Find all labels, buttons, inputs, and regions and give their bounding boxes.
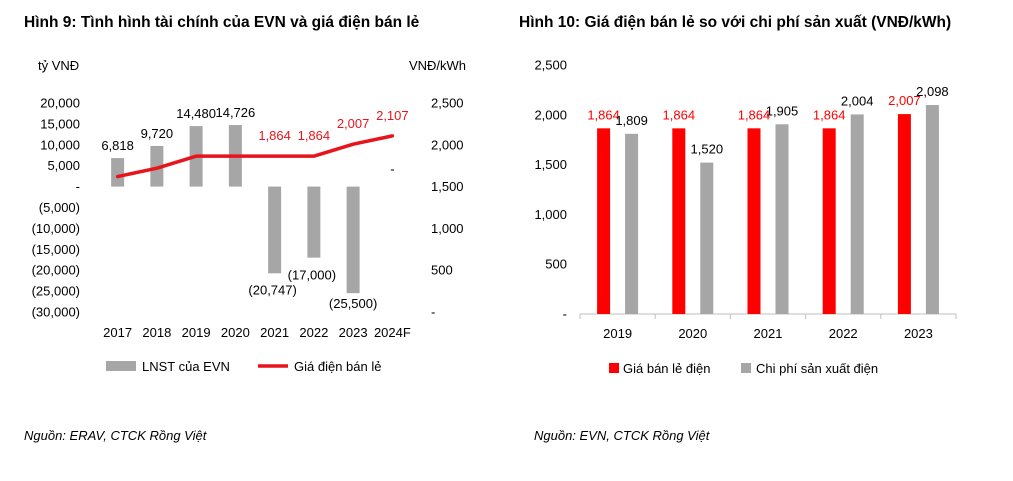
x-tick-label: 2017	[103, 325, 132, 340]
production-cost-bar	[700, 162, 714, 314]
y2-tick-label: 2,000	[431, 137, 464, 152]
y-tick-label: 500	[545, 257, 567, 272]
legend-retail-label: Giá bán lẻ điện	[623, 361, 710, 376]
figure-9-panel: Hình 9: Tình hình tài chính của EVN và g…	[0, 0, 500, 481]
production-cost-data-label: 1,520	[691, 142, 724, 157]
legend-retail-swatch	[609, 363, 619, 373]
y2-axis-unit-label: VNĐ/kWh	[409, 58, 466, 73]
lnst-bar	[111, 158, 125, 187]
y-tick-label: 1,500	[534, 157, 567, 172]
y-tick-label: 10,000	[40, 137, 80, 152]
y2-tick-label: 1,500	[431, 179, 464, 194]
lnst-data-label: 6,818	[101, 138, 134, 153]
y-tick-label: -	[76, 179, 80, 194]
lnst-data-label: 9,720	[141, 126, 174, 141]
legend-bar-swatch	[106, 361, 136, 371]
figure-10-title: Hình 10: Giá điện bán lẻ so với chi phí …	[519, 14, 952, 31]
x-tick-label: 2024F	[374, 325, 411, 340]
retail-price-bar	[822, 128, 836, 314]
retail-price-bar	[747, 128, 761, 314]
y-tick-label: (20,000)	[32, 263, 80, 278]
production-cost-data-label: 1,905	[766, 103, 799, 118]
retail-price-data-label: 2,007	[888, 93, 921, 108]
legend-cost-swatch	[741, 363, 751, 373]
x-tick-label: 2018	[142, 325, 171, 340]
retail-price-bar	[672, 128, 686, 314]
x-tick-label: 2021	[754, 326, 783, 341]
lnst-bar	[268, 186, 282, 274]
lnst-data-label: 14,480	[176, 106, 216, 121]
figure-10-panel: Hình 10: Giá điện bán lẻ so với chi phí …	[500, 0, 1013, 481]
y-tick-label: (30,000)	[32, 305, 80, 320]
lnst-data-label: -	[390, 162, 394, 177]
x-tick-label: 2022	[829, 326, 858, 341]
y-tick-label: 5,000	[47, 158, 80, 173]
production-cost-data-label: 2,098	[916, 84, 949, 99]
retail-price-bar	[597, 128, 611, 314]
retail-price-data-label: 1,864	[258, 128, 291, 143]
retail-price-data-label: 1,864	[663, 107, 696, 122]
y-tick-label: (15,000)	[32, 242, 80, 257]
y-tick-label: 2,000	[534, 107, 567, 122]
production-cost-data-label: 1,809	[615, 113, 648, 128]
retail-price-line	[115, 134, 395, 179]
production-cost-data-label: 2,004	[841, 93, 874, 108]
evn-finance-chart: tỷ VNĐ VNĐ/kWh 20,000 15,000 10,000 5,000 - (5,…	[32, 58, 466, 374]
x-tick-label: 2020	[678, 326, 707, 341]
retail-price-data-label: 1,864	[813, 107, 846, 122]
x-tick-label: 2023	[904, 326, 933, 341]
retail-price-data-label: 1,864	[298, 128, 331, 143]
y-tick-label: (25,000)	[32, 284, 80, 299]
x-tick-label: 2021	[260, 325, 289, 340]
y-tick-label: (5,000)	[39, 200, 80, 215]
production-cost-bar	[775, 124, 789, 315]
y-tick-label: -	[563, 307, 567, 322]
y-tick-label: 15,000	[40, 116, 80, 131]
lnst-data-label: (20,747)	[248, 282, 296, 297]
lnst-data-label: (25,500)	[329, 296, 377, 311]
lnst-bar	[346, 186, 360, 294]
retail-price-data-label: 2,107	[376, 108, 409, 123]
retail-vs-cost-chart: 2,500 2,000 1,500 1,000 500 - 2019 2020 2021 2022…	[534, 58, 957, 376]
production-cost-bar	[925, 105, 939, 314]
figure-10-source: Nguồn: EVN, CTCK Rồng Việt	[534, 428, 710, 443]
lnst-bar	[150, 145, 164, 187]
legend-line-label: Giá điện bán lẻ	[294, 359, 381, 374]
figure-9-source: Nguồn: ERAV, CTCK Rồng Việt	[24, 428, 207, 443]
y2-tick-label: -	[431, 305, 435, 320]
production-cost-bar	[625, 133, 639, 314]
x-tick-label: 2020	[221, 325, 250, 340]
y-tick-label: 2,500	[534, 58, 567, 73]
x-tick-label: 2019	[603, 326, 632, 341]
x-tick-label: 2022	[299, 325, 328, 340]
y-axis-unit-label: tỷ VNĐ	[38, 58, 79, 73]
retail-price-data-label: 2,007	[337, 116, 370, 131]
legend-bar-label: LNST của EVN	[142, 359, 230, 374]
production-cost-bar	[850, 114, 864, 314]
x-tick-label: 2019	[182, 325, 211, 340]
retail-price-data-label: 1,864	[587, 107, 620, 122]
legend-cost-label: Chi phí sản xuất điện	[756, 361, 878, 376]
y-tick-label: 20,000	[40, 96, 80, 111]
figure-9-title: Hình 9: Tình hình tài chính của EVN và g…	[24, 14, 420, 31]
lnst-data-label: (17,000)	[288, 268, 336, 283]
y2-tick-label: 500	[431, 263, 453, 278]
y2-tick-label: 1,000	[431, 221, 464, 236]
lnst-data-label: 14,726	[215, 105, 255, 120]
retail-price-data-label: 1,864	[738, 107, 771, 122]
y-tick-label: (10,000)	[32, 221, 80, 236]
y2-tick-label: 2,500	[431, 96, 464, 111]
x-tick-label: 2023	[339, 325, 368, 340]
y-tick-label: 1,000	[534, 207, 567, 222]
lnst-bar	[307, 186, 321, 258]
retail-price-bar	[897, 114, 911, 314]
